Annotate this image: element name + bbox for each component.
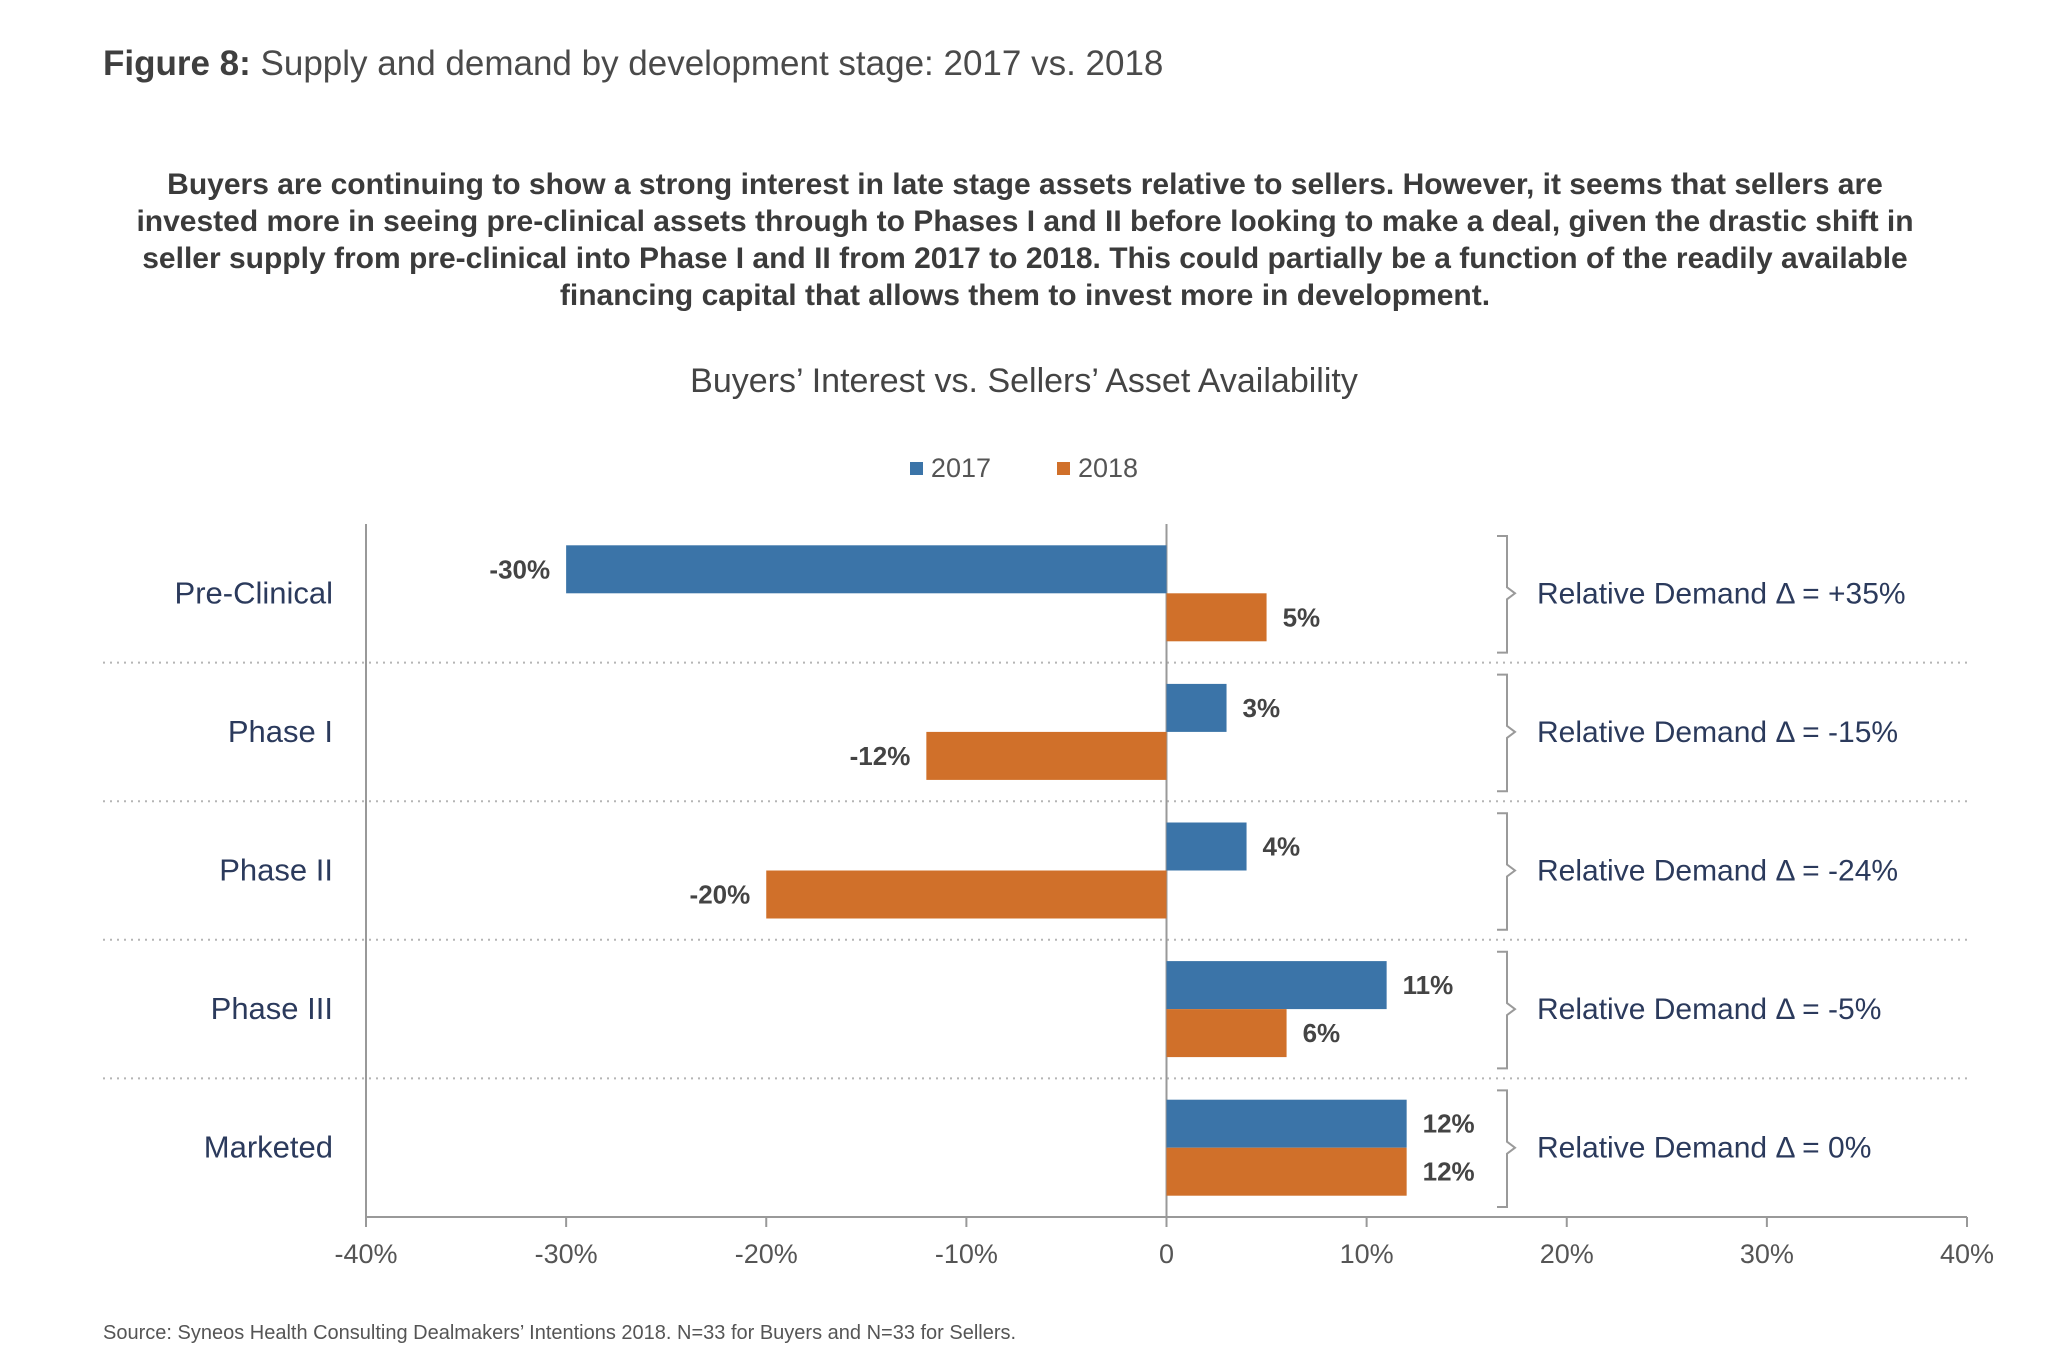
bar-2017-marketed (1166, 1099, 1407, 1148)
x-tick-label: -10% (935, 1239, 998, 1269)
relative-demand-pre-clinical: Relative Demand Δ = +35% (1537, 577, 1906, 610)
x-tick-label: -20% (735, 1239, 798, 1269)
legend-swatch-2017 (909, 462, 923, 475)
x-tick-label: -30% (535, 1239, 598, 1269)
figure-title-text: Supply and demand by development stage: … (260, 44, 1164, 83)
legend-item-2018: 2018 (1057, 453, 1138, 484)
data-label-2017-pre-clinical: -30% (489, 554, 550, 584)
chart-legend: 2017 2018 (0, 453, 2048, 484)
data-label-2018-pre-clinical: 5% (1283, 602, 1321, 632)
x-tick-label: 40% (1940, 1239, 1994, 1269)
relative-demand-phase-iii: Relative Demand Δ = -5% (1537, 993, 1881, 1026)
figure-title: Figure 8: Supply and demand by developme… (103, 44, 1163, 84)
category-label-phase-iii: Phase III (211, 991, 333, 1026)
data-label-2017-phase-i: 3% (1243, 693, 1281, 723)
relative-demand-marketed: Relative Demand Δ = 0% (1537, 1132, 1871, 1165)
data-label-2018-marketed: 12% (1423, 1157, 1475, 1187)
legend-label-2017: 2017 (930, 453, 991, 483)
legend-item-2017: 2017 (909, 453, 991, 484)
bar-2018-phase-ii (766, 870, 1167, 919)
data-label-2018-phase-i: -12% (850, 741, 911, 771)
bar-2018-phase-iii (1166, 1009, 1287, 1058)
bracket-phase-i (1497, 673, 1517, 793)
bar-2018-pre-clinical (1166, 593, 1267, 642)
data-label-2017-phase-ii: 4% (1263, 832, 1301, 862)
category-label-phase-i: Phase I (228, 714, 333, 749)
bracket-marketed (1497, 1089, 1517, 1208)
bracket-phase-ii (1497, 812, 1517, 931)
bracket-phase-iii (1497, 950, 1517, 1070)
relative-demand-phase-ii: Relative Demand Δ = -24% (1537, 855, 1898, 888)
bracket-pre-clinical (1497, 535, 1517, 654)
bar-2018-marketed (1166, 1147, 1407, 1196)
bar-2017-phase-i (1166, 683, 1227, 732)
legend-swatch-2018 (1057, 462, 1070, 475)
source-note: Source: Syneos Health Consulting Dealmak… (103, 1322, 1017, 1344)
x-tick-label: 20% (1540, 1239, 1594, 1269)
summary-text: Buyers are continuing to show a strong i… (136, 168, 1914, 312)
category-label-pre-clinical: Pre-Clinical (175, 575, 333, 610)
bar-2018-phase-i (926, 731, 1167, 780)
data-label-2017-marketed: 12% (1423, 1109, 1475, 1139)
x-tick-label: -40% (334, 1239, 397, 1269)
bar-2017-pre-clinical (566, 545, 1167, 594)
bar-2017-phase-iii (1166, 961, 1387, 1010)
category-label-phase-ii: Phase II (219, 853, 333, 888)
category-label-marketed: Marketed (204, 1130, 333, 1165)
x-tick-label: 10% (1340, 1239, 1394, 1269)
x-tick-label: 0 (1159, 1239, 1174, 1269)
relative-demand-phase-i: Relative Demand Δ = -15% (1537, 716, 1898, 749)
figure-label: Figure 8: (103, 44, 251, 83)
data-label-2018-phase-iii: 6% (1303, 1018, 1341, 1048)
legend-label-2018: 2018 (1078, 453, 1139, 483)
data-label-2017-phase-iii: 11% (1403, 970, 1454, 1000)
x-tick-label: 30% (1740, 1239, 1794, 1269)
chart-title: Buyers’ Interest vs. Sellers’ Asset Avai… (690, 362, 1358, 400)
data-label-2018-phase-ii: -20% (690, 880, 751, 910)
bar-2017-phase-ii (1166, 822, 1247, 871)
